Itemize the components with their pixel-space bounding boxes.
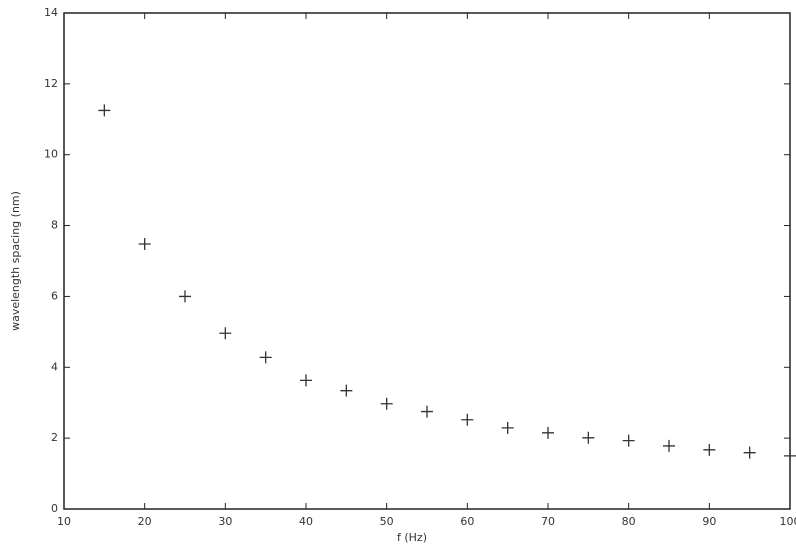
y-axis-label: wavelength spacing (nm): [9, 191, 22, 331]
point: [502, 422, 514, 434]
y-tick-label: 12: [44, 77, 58, 90]
x-tick-label: 100: [780, 515, 796, 528]
y-tick-label: 0: [51, 502, 58, 515]
y-tick-label: 10: [44, 148, 58, 161]
point: [98, 104, 110, 116]
x-tick-label: 50: [380, 515, 394, 528]
x-tick-label: 60: [460, 515, 474, 528]
point: [784, 450, 796, 462]
point: [381, 398, 393, 410]
x-axis-label: f (Hz): [397, 531, 427, 544]
point: [744, 447, 756, 459]
point: [139, 238, 151, 250]
point: [542, 427, 554, 439]
point: [663, 440, 675, 452]
point: [703, 444, 715, 456]
point: [623, 435, 635, 447]
y-tick-label: 4: [51, 360, 58, 373]
point: [421, 406, 433, 418]
point: [260, 351, 272, 363]
point: [582, 432, 594, 444]
x-tick-label: 90: [702, 515, 716, 528]
y-tick-label: 6: [51, 289, 58, 302]
x-tick-label: 10: [57, 515, 71, 528]
chart: f (Hz) wavelength spacing (nm) 0 2 4 6 8 10 12…: [0, 0, 796, 548]
point: [219, 327, 231, 339]
y-tick-label: 2: [51, 431, 58, 444]
x-tick-label: 30: [218, 515, 232, 528]
point: [179, 290, 191, 302]
point: [461, 414, 473, 426]
y-tick-label: 14: [44, 6, 58, 19]
y-tick-label: 8: [51, 219, 58, 232]
x-tick-label: 40: [299, 515, 313, 528]
x-tick-label: 70: [541, 515, 555, 528]
x-tick-label: 20: [138, 515, 152, 528]
x-tick-label: 80: [622, 515, 636, 528]
point: [340, 385, 352, 397]
point: [300, 374, 312, 386]
plot-frame: [64, 13, 790, 509]
